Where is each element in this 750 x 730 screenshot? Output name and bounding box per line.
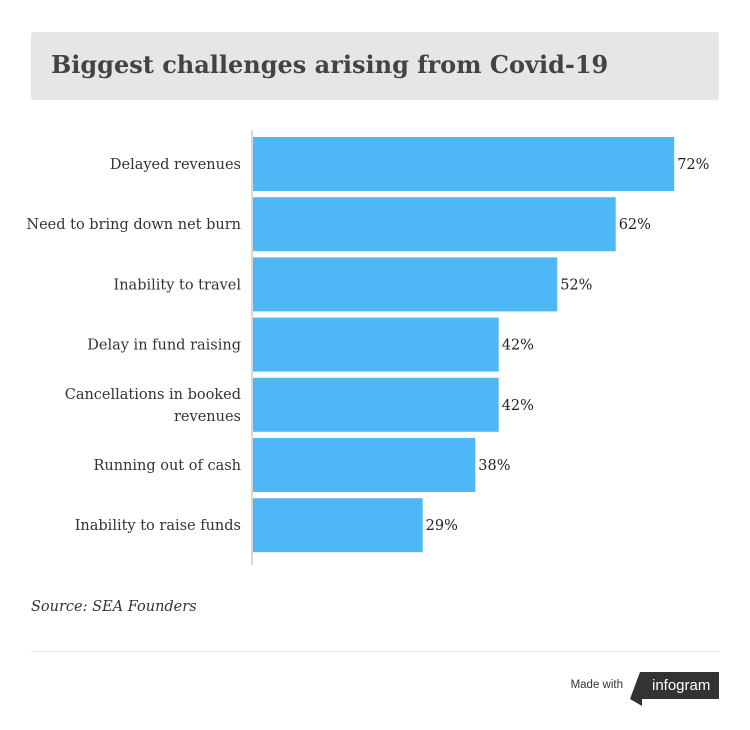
value-label-7: 29%: [426, 518, 458, 534]
category-label-1: Delayed revenues: [110, 157, 241, 173]
source-note: Source: SEA Founders: [31, 599, 197, 615]
value-label-1: 72%: [677, 157, 709, 173]
value-label-3: 52%: [560, 277, 592, 293]
infogram-logo-shape-icon: [630, 672, 719, 706]
bar-5[interactable]: [253, 377, 499, 432]
category-label-5: Cancellations in booked revenues: [65, 387, 241, 425]
bar-1[interactable]: [253, 137, 675, 191]
value-label-2: 62%: [619, 217, 651, 233]
category-label-3: Inability to travel: [113, 277, 241, 293]
category-label-2: Need to bring down net burn: [26, 217, 241, 233]
bar-6[interactable]: [253, 438, 476, 492]
category-label-6: Running out of cash: [93, 458, 241, 474]
bar-7[interactable]: [253, 498, 423, 553]
value-label-5: 42%: [502, 398, 534, 414]
category-label-4: Delay in fund raising: [87, 338, 241, 354]
title-banner: Biggest challenges arising from Covid-19: [31, 32, 719, 100]
category-label-7: Inability to raise funds: [75, 518, 241, 534]
bar-4[interactable]: [253, 317, 499, 372]
footer-divider: [31, 651, 719, 652]
infogram-logo-text: infogram: [652, 677, 711, 694]
bar-chart: Delayed revenues 72% Need to bring down ne…: [26, 130, 709, 565]
chart-title: Biggest challenges arising from Covid-19: [51, 50, 609, 79]
bar-3[interactable]: [253, 257, 558, 312]
made-with-label: Made with: [570, 679, 623, 691]
value-label-6: 38%: [478, 458, 510, 474]
bar-2[interactable]: [253, 197, 616, 252]
value-label-4: 42%: [502, 338, 534, 354]
infogram-logo[interactable]: infogram: [630, 672, 719, 706]
